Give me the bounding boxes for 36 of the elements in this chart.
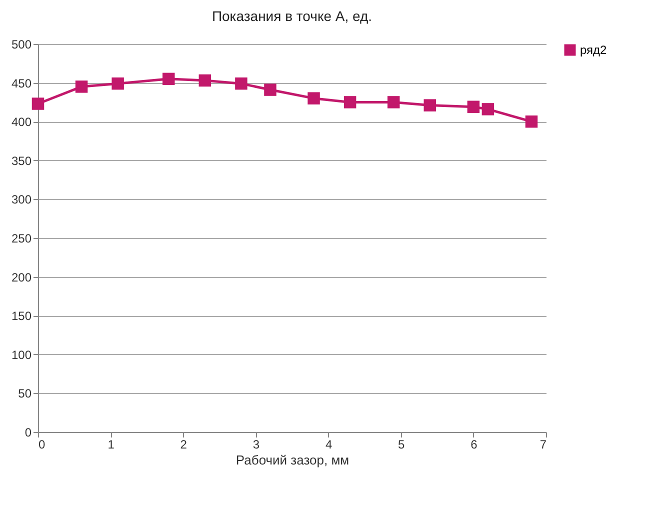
- point: [264, 84, 276, 96]
- point: [344, 96, 356, 108]
- point: [308, 92, 320, 104]
- x-tick-label: 4: [325, 438, 332, 452]
- point: [162, 72, 175, 86]
- point: [424, 99, 436, 112]
- y-tick-label: 450: [11, 76, 32, 90]
- chart-title: Показания в точке А, ед.: [212, 8, 372, 24]
- point: [235, 77, 248, 90]
- legend-label: ряд2: [580, 43, 608, 57]
- point: [198, 74, 212, 87]
- y-tick-label: 400: [11, 115, 32, 130]
- x-tick-label: 3: [252, 438, 260, 452]
- y-tick-label: 200: [11, 270, 32, 284]
- y-tick-label: 150: [11, 309, 32, 324]
- point: [32, 98, 44, 110]
- y-tick-label: 300: [11, 192, 32, 207]
- x-tick-label: 5: [398, 438, 406, 452]
- y-tick-label: 500: [11, 38, 32, 52]
- x-tick-label: 7: [540, 438, 547, 452]
- y-tick-label: 0: [24, 426, 32, 440]
- point: [75, 80, 88, 93]
- x-tick-label: 6: [470, 438, 478, 452]
- y-tick-label: 250: [11, 232, 32, 246]
- x-axis-title: Рабочий зазор, мм: [236, 452, 350, 468]
- point: [112, 77, 124, 90]
- x-tick-label: 0: [38, 438, 46, 452]
- x-tick-label: 1: [108, 438, 115, 452]
- x-tick-label: 2: [180, 438, 188, 452]
- point: [467, 100, 480, 113]
- point: [387, 96, 400, 108]
- point: [525, 115, 538, 128]
- point: [482, 103, 494, 116]
- y-tick-label: 100: [11, 348, 32, 362]
- y-tick-label: 350: [11, 154, 32, 168]
- y-tick-label: 50: [18, 386, 32, 401]
